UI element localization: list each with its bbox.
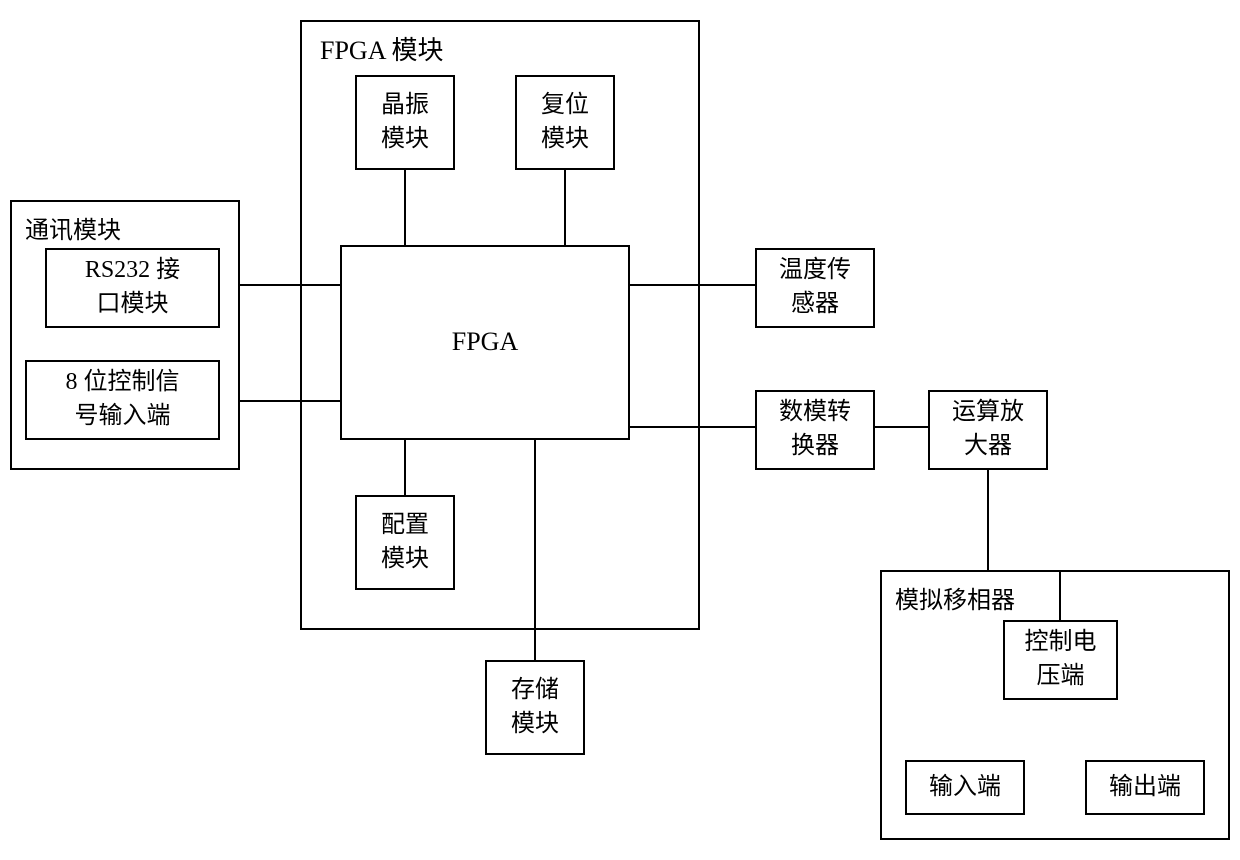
- edge-comm-fpga-top: [240, 284, 340, 286]
- node-osc: 晶振 模块: [355, 75, 455, 170]
- edge-phaser-vctrl: [1059, 572, 1061, 620]
- node-storage: 存储 模块: [485, 660, 585, 755]
- edge-osc-fpga: [404, 170, 406, 245]
- node-dac: 数模转 换器: [755, 390, 875, 470]
- edge-fpga-config: [404, 440, 406, 495]
- node-rs232: RS232 接 口模块: [45, 248, 220, 328]
- edge-comm-fpga-bot: [240, 400, 340, 402]
- edge-fpga-temp: [630, 284, 755, 286]
- node-config: 配置 模块: [355, 495, 455, 590]
- node-vctrl: 控制电 压端: [1003, 620, 1118, 700]
- node-temp: 温度传 感器: [755, 248, 875, 328]
- node-out: 输出端: [1085, 760, 1205, 815]
- group-fpga-label: FPGA 模块: [320, 30, 444, 67]
- node-ctrl8: 8 位控制信 号输入端: [25, 360, 220, 440]
- group-phaser-label: 模拟移相器: [895, 580, 1015, 615]
- edge-opamp-phaser: [987, 470, 989, 570]
- edge-dac-opamp: [875, 426, 928, 428]
- group-comm-label: 通讯模块: [25, 210, 121, 245]
- node-in: 输入端: [905, 760, 1025, 815]
- edge-fpga-storage: [534, 440, 536, 660]
- node-opamp: 运算放 大器: [928, 390, 1048, 470]
- node-reset: 复位 模块: [515, 75, 615, 170]
- edge-reset-fpga: [564, 170, 566, 245]
- diagram-container: 通讯模块 FPGA 模块 模拟移相器 RS232 接 口模块 8 位控制信 号输…: [10, 20, 1230, 840]
- edge-fpga-dac: [630, 426, 755, 428]
- node-fpga: FPGA: [340, 245, 630, 440]
